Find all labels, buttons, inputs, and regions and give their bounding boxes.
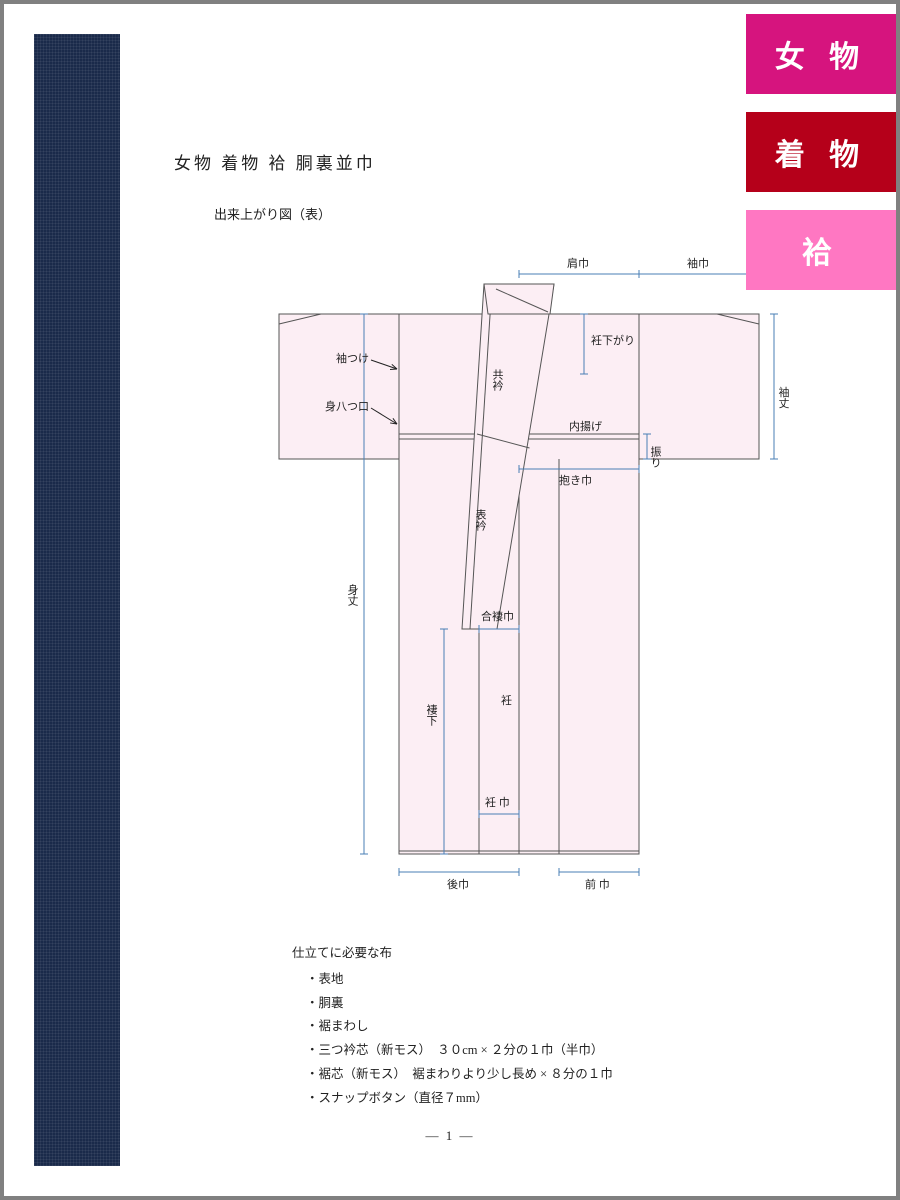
svg-text:肩巾: 肩巾 — [567, 256, 589, 270]
page-number: ― 1 ― — [34, 1128, 866, 1144]
material-item: ・胴裏 — [292, 992, 792, 1016]
material-item: ・三つ衿芯（新モス） ３０cm × ２分の１巾（半巾） — [292, 1039, 792, 1063]
book-spine — [34, 34, 120, 1166]
materials-list: 仕立てに必要な布 ・表地・胴裏・裾まわし・三つ衿芯（新モス） ３０cm × ２分… — [292, 942, 792, 1110]
svg-text:衽下がり: 衽下がり — [591, 333, 635, 347]
page-title: 女物 着物 袷 胴裏並巾 — [174, 149, 376, 174]
svg-text:表衿: 表衿 — [474, 508, 487, 532]
svg-text:袖巾: 袖巾 — [687, 256, 709, 270]
svg-text:袖丈: 袖丈 — [777, 385, 790, 409]
materials-header: 仕立てに必要な布 — [292, 942, 792, 966]
page: 女物 着物 袷 胴裏並巾 出来上がり図（表） 肩巾 袖巾袖丈振り身丈後巾 前 巾 衽 … — [34, 34, 866, 1166]
material-item: ・表地 — [292, 968, 792, 992]
svg-text:共衿: 共衿 — [491, 369, 504, 392]
svg-text:抱き巾: 抱き巾 — [559, 473, 592, 487]
svg-text:振り: 振り — [649, 445, 662, 468]
category-tag-0: 女 物 — [746, 14, 896, 94]
category-tags: 女 物着 物袷 — [746, 14, 896, 308]
svg-text:前 巾: 前 巾 — [585, 877, 610, 891]
svg-text:褄下: 褄下 — [425, 703, 438, 727]
svg-text:後巾: 後巾 — [447, 877, 469, 891]
svg-text:身八つ口: 身八つ口 — [325, 399, 369, 413]
kimono-diagram: 肩巾 袖巾袖丈振り身丈後巾 前 巾 衽 巾 合褄巾 抱き巾褄下 衽下がり袖つけ身八つ口内揚げ… — [174, 234, 794, 914]
page-subtitle: 出来上がり図（表） — [214, 204, 331, 223]
material-item: ・裾まわし — [292, 1015, 792, 1039]
category-tag-1: 着 物 — [746, 112, 896, 192]
material-item: ・スナップボタン（直径７mm） — [292, 1087, 792, 1111]
svg-text:内揚げ: 内揚げ — [569, 419, 602, 433]
material-item: ・裾芯（新モス） 裾まわりより少し長め × ８分の１巾 — [292, 1063, 792, 1087]
svg-text:袖つけ: 袖つけ — [336, 351, 369, 365]
svg-text:衽 巾: 衽 巾 — [485, 795, 510, 809]
svg-text:合褄巾: 合褄巾 — [481, 609, 514, 623]
svg-text:身丈: 身丈 — [346, 583, 359, 607]
svg-text:衽: 衽 — [501, 694, 512, 707]
category-tag-2: 袷 — [746, 210, 896, 290]
